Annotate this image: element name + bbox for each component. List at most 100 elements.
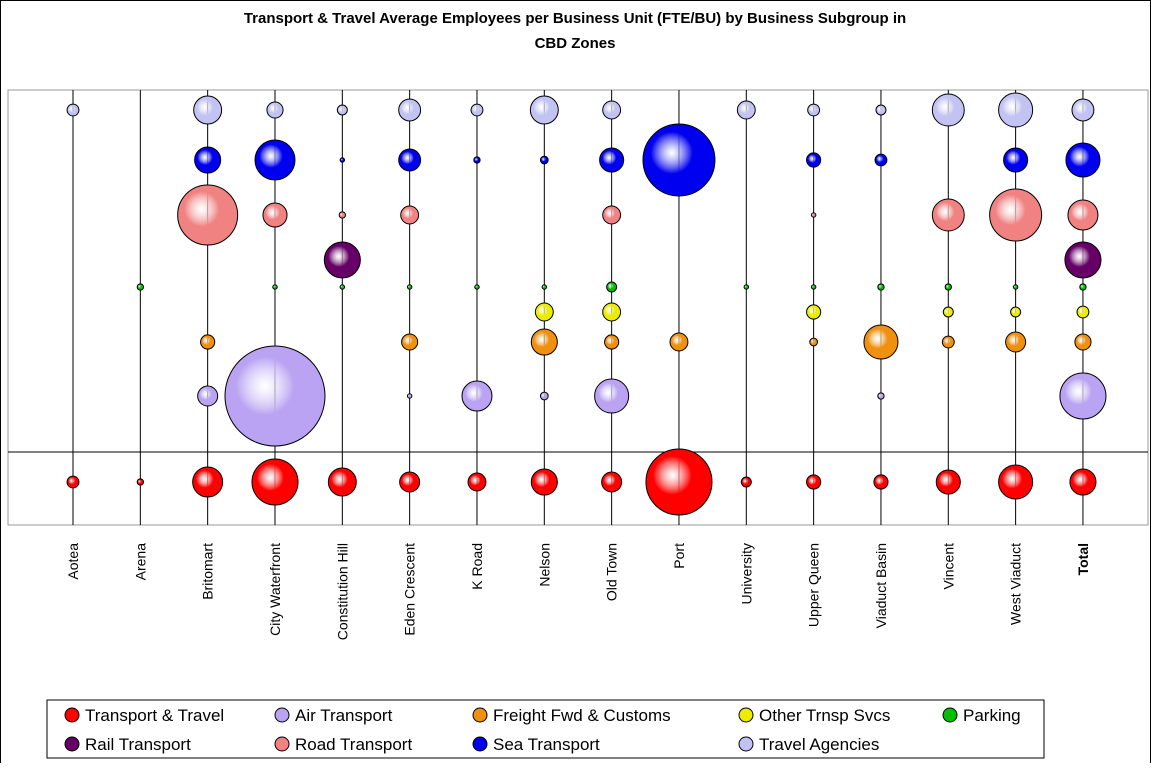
bubble bbox=[810, 212, 817, 218]
legend-marker bbox=[274, 736, 290, 752]
x-tick-label: Upper Queen bbox=[806, 543, 822, 627]
bubble bbox=[1010, 306, 1022, 318]
bubble bbox=[1064, 241, 1102, 279]
legend-marker bbox=[942, 707, 958, 723]
bubble bbox=[399, 471, 421, 493]
bubble bbox=[809, 337, 819, 347]
bubble bbox=[224, 345, 326, 447]
bubble bbox=[1076, 305, 1090, 319]
bubble bbox=[669, 332, 689, 352]
bubble bbox=[406, 393, 413, 399]
bubble bbox=[470, 103, 484, 117]
bubble bbox=[398, 148, 422, 172]
bubble bbox=[1071, 98, 1095, 122]
bubble bbox=[406, 284, 413, 290]
legend-label: Sea Transport bbox=[493, 735, 600, 754]
bubble bbox=[177, 184, 239, 246]
legend-marker bbox=[472, 736, 488, 752]
legend-label: Travel Agencies bbox=[759, 735, 879, 754]
bubble bbox=[998, 464, 1034, 500]
bubble bbox=[942, 306, 954, 318]
bubble bbox=[473, 156, 481, 164]
legend-marker bbox=[472, 707, 488, 723]
bubble bbox=[743, 284, 750, 290]
bubble bbox=[66, 475, 80, 489]
bubble bbox=[401, 333, 419, 351]
bubble bbox=[875, 104, 887, 116]
bubble bbox=[398, 98, 422, 122]
chart-title: Transport & Travel Average Employees per… bbox=[244, 10, 906, 27]
bubble bbox=[602, 205, 622, 225]
bubble bbox=[530, 328, 558, 356]
bubble bbox=[339, 157, 346, 163]
bubble bbox=[539, 155, 549, 165]
bubble bbox=[877, 392, 885, 400]
bubble bbox=[1067, 199, 1099, 231]
bubble bbox=[1012, 284, 1019, 290]
bubble bbox=[323, 241, 361, 279]
legend-label: Freight Fwd & Customs bbox=[493, 706, 671, 725]
bubble bbox=[338, 211, 346, 219]
legend-marker bbox=[274, 707, 290, 723]
bubble bbox=[262, 202, 288, 228]
bubble bbox=[931, 198, 965, 232]
bubble bbox=[474, 284, 480, 290]
x-tick-label: Aotea bbox=[65, 543, 81, 580]
bubble bbox=[66, 103, 80, 117]
x-tick-label: Old Town bbox=[604, 543, 620, 601]
bubble bbox=[336, 104, 348, 116]
x-tick-label: Eden Crescent bbox=[402, 543, 418, 636]
bubble bbox=[136, 478, 144, 486]
x-tick-label: Constitution Hill bbox=[334, 543, 350, 640]
bubble bbox=[1005, 331, 1027, 353]
bubble bbox=[1059, 372, 1107, 420]
bubble bbox=[1079, 283, 1087, 291]
bubble bbox=[541, 284, 548, 290]
bubble bbox=[810, 284, 817, 290]
bubble bbox=[327, 467, 357, 497]
x-tick-label: Vincent bbox=[940, 543, 956, 590]
bubble bbox=[941, 335, 955, 349]
bubble bbox=[601, 471, 623, 493]
bubble bbox=[806, 304, 822, 320]
bubble bbox=[736, 100, 756, 120]
bubble bbox=[740, 476, 752, 488]
legend-label: Transport & Travel bbox=[85, 706, 224, 725]
bubble bbox=[874, 153, 888, 167]
bubble bbox=[1069, 468, 1097, 496]
bubble bbox=[192, 466, 224, 498]
x-tick-label: K Road bbox=[469, 543, 485, 590]
x-tick-label: Total bbox=[1075, 543, 1091, 575]
bubble bbox=[530, 468, 558, 496]
bubble bbox=[642, 123, 716, 197]
bubble bbox=[400, 205, 420, 225]
legend bbox=[46, 699, 1045, 759]
bubble bbox=[606, 281, 618, 293]
legend-marker bbox=[64, 736, 80, 752]
legend-label: Other Trnsp Svcs bbox=[759, 706, 890, 725]
bubble bbox=[602, 302, 622, 322]
bubble bbox=[599, 147, 625, 173]
bubble bbox=[873, 474, 889, 490]
legend-label: Air Transport bbox=[295, 706, 393, 725]
x-tick-label: Viaduct Basin bbox=[873, 543, 889, 628]
bubble bbox=[594, 378, 630, 414]
x-tick-label: Port bbox=[671, 543, 687, 569]
chart-title: CBD Zones bbox=[535, 35, 616, 52]
bubble bbox=[1074, 333, 1092, 351]
bubble bbox=[193, 95, 223, 125]
bubble bbox=[467, 472, 487, 492]
bubble bbox=[272, 284, 278, 290]
bubble bbox=[197, 385, 219, 407]
plot-area bbox=[7, 89, 1149, 526]
bubble bbox=[935, 469, 961, 495]
bubble bbox=[1003, 147, 1029, 173]
legend-label: Road Transport bbox=[295, 735, 412, 754]
bubble bbox=[461, 380, 493, 412]
bubble bbox=[339, 284, 346, 290]
x-tick-label: City Waterfront bbox=[267, 543, 283, 636]
bubble bbox=[645, 448, 713, 516]
legend-marker bbox=[738, 736, 754, 752]
legend-marker bbox=[738, 707, 754, 723]
